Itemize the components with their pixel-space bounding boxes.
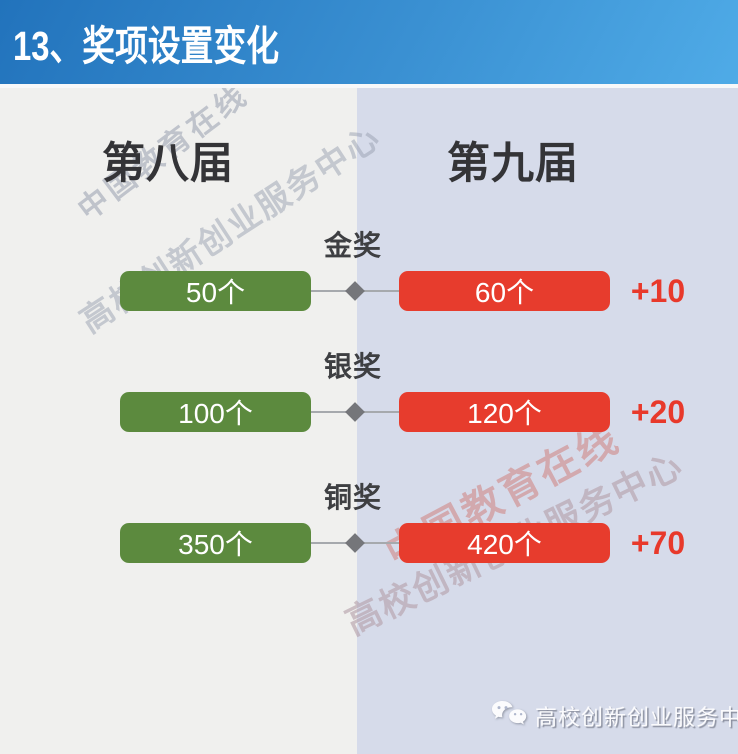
- delta-badge: +10: [630, 273, 686, 309]
- award-row: 金奖 50个 60个 +10: [0, 230, 738, 311]
- delta-badge: +70: [630, 525, 686, 561]
- award-name: 金奖: [323, 230, 382, 261]
- after-count-box: 60个: [399, 271, 610, 311]
- after-count-value: 120个: [467, 398, 542, 429]
- before-count-value: 100个: [178, 398, 253, 429]
- award-name: 铜奖: [323, 482, 382, 513]
- footer-account-name: 高校创新创业服务中心: [535, 705, 738, 730]
- after-count-value: 60个: [474, 277, 535, 308]
- before-count-box: 50个: [120, 271, 311, 311]
- after-count-value: 420个: [467, 529, 542, 560]
- award-row: 银奖 100个 120个 +20: [0, 351, 738, 432]
- delta-badge: +20: [630, 394, 686, 430]
- connector-diamond-icon: [345, 402, 365, 422]
- before-count-value: 350个: [178, 529, 253, 560]
- page-title: 13、奖项设置变化: [13, 23, 280, 69]
- after-count-box: 420个: [399, 523, 610, 563]
- header-divider: [0, 84, 738, 88]
- before-count-box: 100个: [120, 392, 311, 432]
- content-area: 中国教育在线 高校创新创业服务中心 中国教育在线 高校创新创业服务中心 第八届 …: [0, 78, 738, 754]
- header-bar: 13、奖项设置变化: [0, 0, 738, 84]
- before-count-box: 350个: [120, 523, 311, 563]
- award-row: 铜奖 350个 420个 +70: [0, 482, 738, 563]
- award-name: 银奖: [323, 351, 382, 382]
- footer-logo: 高校创新创业服务中心: [491, 700, 738, 732]
- wechat-icon: [492, 701, 527, 725]
- after-count-box: 120个: [399, 392, 610, 432]
- column-header-eighth: 第八届: [102, 140, 234, 188]
- connector-diamond-icon: [345, 533, 365, 553]
- before-count-value: 50个: [185, 277, 246, 308]
- column-header-ninth: 第九届: [447, 140, 579, 188]
- connector-diamond-icon: [345, 281, 365, 301]
